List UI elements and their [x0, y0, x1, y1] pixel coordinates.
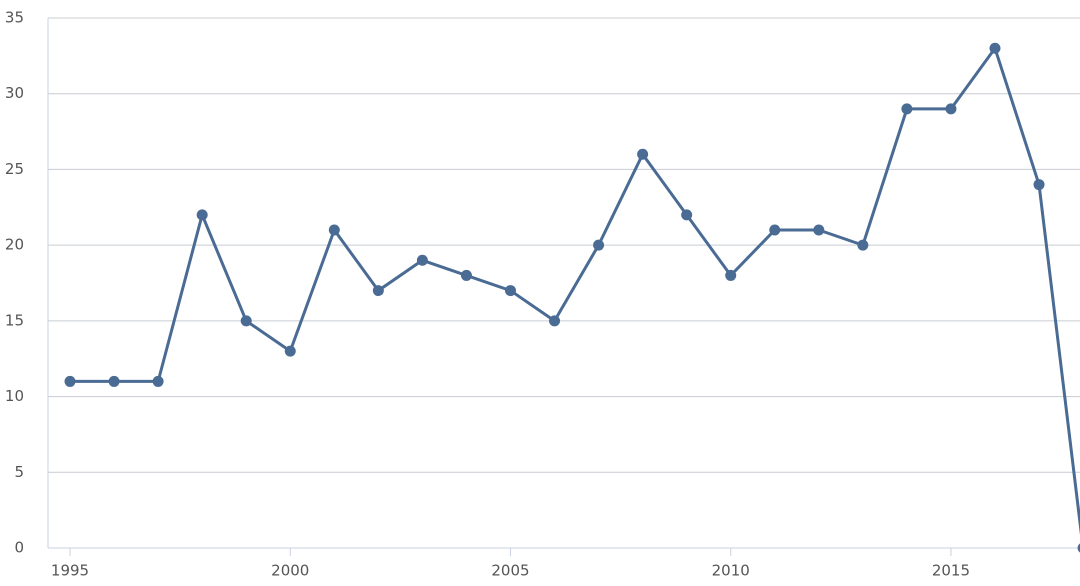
x-tick-label: 2010 — [712, 562, 750, 580]
y-tick-label: 20 — [5, 236, 24, 254]
y-tick-label: 0 — [14, 539, 24, 557]
data-point — [857, 239, 869, 251]
data-point — [901, 103, 913, 115]
y-tick-label: 10 — [5, 387, 24, 405]
data-point — [416, 254, 428, 266]
data-point — [1033, 179, 1045, 191]
data-point — [460, 269, 472, 281]
data-point — [1077, 543, 1080, 553]
data-point — [152, 375, 164, 387]
data-point — [813, 224, 825, 236]
y-tick-label: 25 — [5, 160, 24, 178]
data-point — [108, 375, 120, 387]
data-point — [240, 315, 252, 327]
plot-area — [64, 42, 1080, 553]
y-tick-label: 30 — [5, 84, 24, 102]
data-point — [725, 269, 737, 281]
x-tick-label: 1995 — [51, 562, 89, 580]
data-point — [989, 42, 1001, 54]
data-point — [637, 148, 649, 160]
data-point — [769, 224, 781, 236]
x-tick-label: 2000 — [271, 562, 309, 580]
x-tick-label: 2015 — [932, 562, 970, 580]
x-tick-label: 2005 — [491, 562, 529, 580]
data-point — [372, 285, 384, 297]
data-point — [593, 239, 605, 251]
data-point — [196, 209, 208, 221]
series-line — [70, 46, 1080, 536]
data-point — [64, 375, 76, 387]
data-point — [549, 315, 561, 327]
y-tick-label: 35 — [5, 9, 24, 27]
data-point — [504, 285, 516, 297]
data-point — [284, 345, 296, 357]
data-point — [681, 209, 693, 221]
data-point — [945, 103, 957, 115]
y-tick-label: 15 — [5, 311, 24, 329]
y-tick-label: 5 — [14, 463, 24, 481]
data-point — [328, 224, 340, 236]
